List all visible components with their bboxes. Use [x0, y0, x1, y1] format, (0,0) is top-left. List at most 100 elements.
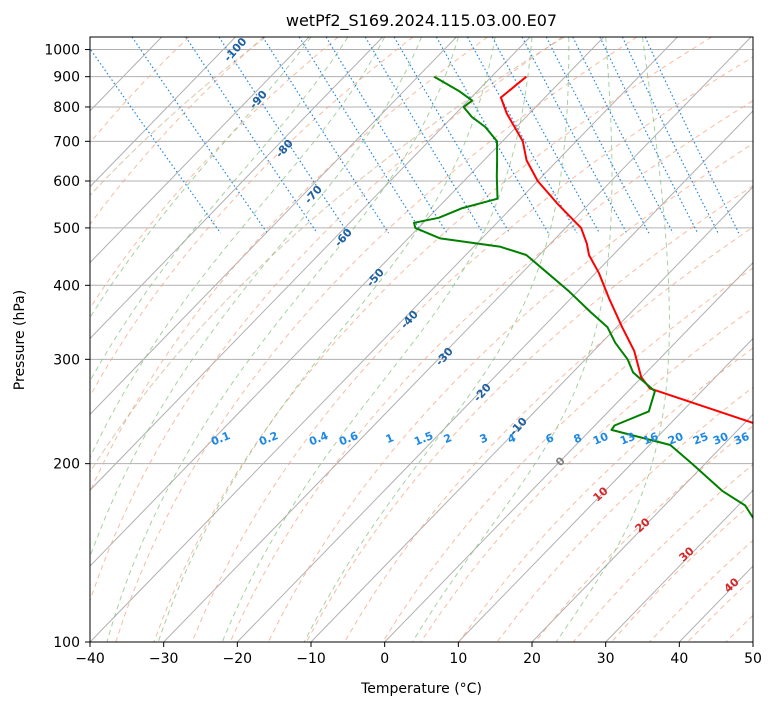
isotherm-line [457, 337, 753, 642]
isotherm-line [605, 489, 753, 642]
x-tick-label: −40 [75, 651, 105, 667]
mixing-ratio-line [393, 37, 511, 234]
dry-adiabat-line [458, 347, 753, 642]
mixing-ratio-line [262, 37, 390, 234]
dry-adiabat-line [267, 142, 753, 642]
mixing-ratio-line [325, 37, 448, 234]
dry-adiabat-line [725, 614, 753, 642]
y-tick-label: 600 [53, 174, 80, 190]
x-tick-label: −30 [149, 651, 179, 667]
isotherm-line [90, 37, 531, 491]
dry-adiabat-line [420, 307, 753, 642]
isotherm-line [90, 37, 605, 567]
x-axis-label: Temperature (°C) [360, 681, 482, 697]
moist-adiabat-label: -50 [364, 266, 387, 290]
mixing-ratio-line [466, 37, 578, 234]
mixing-ratio-label: 25 [691, 430, 710, 448]
isotherm-line [90, 37, 310, 264]
mixing-ratio-line [621, 37, 719, 234]
y-tick-label: 400 [53, 278, 80, 294]
isotherm-line [531, 413, 753, 642]
moist-adiabat-label: -20 [471, 381, 494, 405]
y-tick-label: 500 [53, 221, 80, 237]
moist-adiabat-label: -90 [247, 88, 270, 112]
mixing-ratio-line [545, 37, 650, 234]
x-tick-label: 20 [523, 651, 541, 667]
dry-adiabat-line [115, 37, 638, 642]
mixing-ratio-label: 2 [442, 431, 454, 446]
mixing-ratio-label: 20 [666, 430, 685, 448]
dry-adiabat-line [534, 425, 753, 642]
dry-adiabat-line [229, 100, 753, 642]
y-tick-label: 900 [53, 70, 80, 86]
dewpoint-profile-line [413, 75, 753, 520]
moist-adiabat-line [106, 37, 459, 642]
axes: −40 −30 −20 −10 0 10 20 30 40 50 1000 900 800 700 600 5… [44, 43, 762, 667]
dry-adiabat-line [90, 37, 339, 310]
mixing-ratio-label: 10 [591, 430, 610, 448]
y-tick-label: 800 [53, 100, 80, 116]
x-tick-label: 0 [380, 651, 389, 667]
y-axis-label: Pressure (hPa) [12, 290, 28, 390]
dry-adiabat-line [382, 267, 753, 642]
dry-adiabat-line [687, 577, 753, 642]
x-tick-label: 10 [449, 651, 467, 667]
mixing-ratio-line [364, 37, 484, 234]
dry-adiabat-line [90, 37, 488, 493]
mixing-ratio-label: 0.2 [257, 429, 280, 448]
moist-adiabat-label: 30 [677, 544, 697, 564]
profile-series [413, 75, 753, 520]
moist-adiabat-label: -40 [398, 308, 421, 332]
moist-adiabat-label: 20 [633, 515, 653, 535]
x-tick-label: 50 [744, 651, 762, 667]
mixing-ratio-label: 16 [641, 430, 660, 448]
dry-adiabat-line [764, 37, 775, 642]
mixing-ratio-label: 8 [572, 431, 584, 446]
dry-adiabat-line [305, 185, 753, 642]
isotherm-line [236, 110, 753, 642]
dry-adiabat-line [153, 37, 712, 642]
x-tick-label: 40 [670, 651, 688, 667]
mixing-ratio-line [599, 37, 699, 234]
isotherm-line [310, 186, 753, 642]
isotherm-line [90, 37, 457, 416]
plot-frame [89, 36, 754, 643]
mixing-ratio-line [644, 37, 740, 234]
mixing-ratio-line [298, 37, 423, 234]
mixing-ratio-label: 36 [732, 430, 751, 448]
chart-title: wetPf2_S169.2024.115.03.00.E07 [286, 11, 557, 31]
mixing-ratio-line [218, 37, 349, 234]
moist-adiabat-line [90, 37, 422, 559]
dry-adiabat-line [90, 37, 264, 226]
theta-e-line [90, 37, 565, 473]
mixing-ratio-line [572, 37, 674, 234]
isotherm-line [163, 37, 752, 642]
moist-adiabat-line [90, 37, 349, 383]
moist-adiabat-label: -70 [302, 183, 325, 207]
moist-adiabat-label: 40 [722, 575, 742, 595]
mixing-ratio-line [185, 37, 318, 234]
y-tick-label: 200 [53, 457, 80, 473]
dry-adiabat-line [344, 226, 753, 642]
isotherm-line [90, 37, 678, 642]
dry-adiabat-line [191, 56, 753, 642]
mixing-ratio-line [131, 37, 268, 234]
mixing-ratio-line [491, 37, 601, 234]
mixing-ratio-label: 0.1 [209, 429, 232, 448]
temperature-profile-line [499, 75, 753, 424]
moist-adiabat-line [555, 37, 670, 642]
dry-adiabat-line [649, 539, 753, 642]
dry-adiabat-line [496, 386, 753, 642]
mixing-ratio-label: 1 [384, 431, 396, 446]
x-tick-label: −10 [296, 651, 326, 667]
dry-adiabat-line [90, 37, 563, 603]
isotherm-line [384, 261, 753, 642]
moist-adiabat-line [90, 37, 386, 459]
plot-background-lines [90, 37, 775, 642]
x-tick-label: −20 [223, 651, 253, 667]
mixing-ratio-label: 0.6 [337, 429, 360, 448]
dry-adiabat-line [90, 37, 190, 144]
moist-adiabat-label: -30 [433, 345, 456, 369]
moist-adiabat-label: -80 [273, 137, 296, 161]
mixing-ratio-line [90, 47, 222, 234]
